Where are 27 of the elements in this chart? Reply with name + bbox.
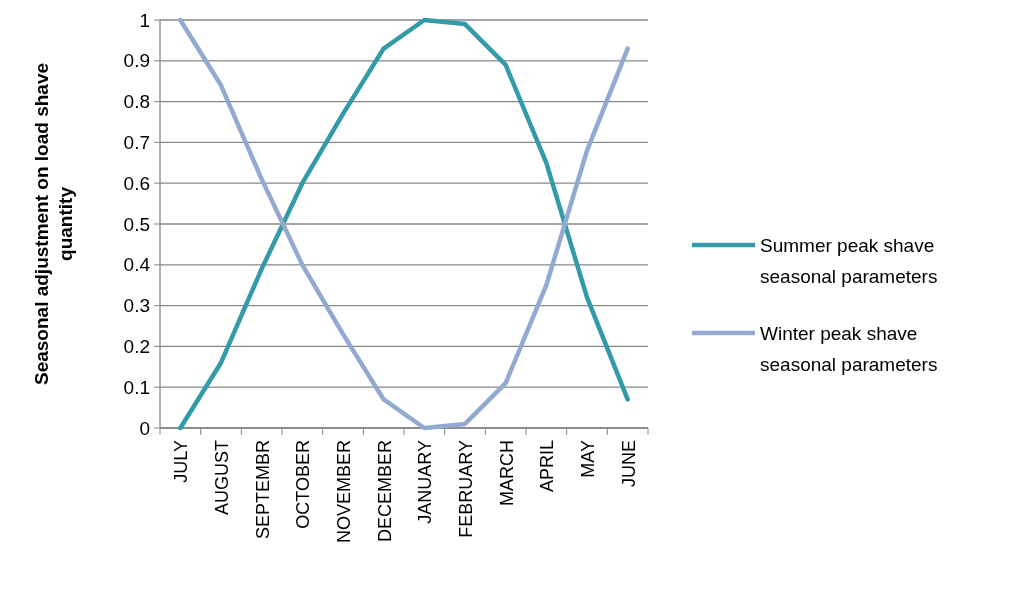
y-tick-label: 1	[139, 9, 150, 31]
x-tick-label: SEPTEMBR	[252, 440, 273, 540]
y-tick-label: 0.3	[123, 295, 150, 317]
x-tick-label: FEBRUARY	[456, 440, 476, 538]
y-tick-label: 0.1	[123, 376, 150, 398]
x-tick-label: MARCH	[496, 440, 517, 506]
y-tick-label: 0	[139, 417, 150, 439]
y-tick-label: 0.2	[123, 336, 150, 358]
legend-label: Winter peak shave seasonal parameters	[760, 322, 938, 375]
x-tick-label: OCTOBER	[293, 440, 314, 529]
y-tick-label: 0.6	[123, 172, 150, 194]
y-tick-label: 0.7	[123, 132, 150, 154]
y-tick-label: 0.9	[123, 50, 150, 72]
x-tick-label: MAY	[578, 440, 598, 478]
x-tick-label: DECEMBER	[374, 440, 395, 543]
y-axis-title: Seasonal adjustment on load shave quantity	[31, 62, 76, 386]
line-series	[178, 17, 630, 431]
x-tick-label: JULY	[171, 440, 192, 483]
y-tick-label: 0.8	[123, 91, 150, 113]
x-tick-label: AUGUST	[212, 440, 232, 516]
x-tick-label: APRIL	[537, 440, 558, 493]
y-tick-label: 0.4	[123, 254, 151, 276]
x-tick-label: JANUARY	[415, 440, 436, 524]
legend-label: Summer peak shave seasonal parameters	[760, 234, 938, 287]
x-tick-label: NOVEMBER	[334, 440, 354, 544]
x-tick-label: JUNE	[618, 440, 639, 488]
y-tick-label: 0.5	[123, 213, 150, 235]
